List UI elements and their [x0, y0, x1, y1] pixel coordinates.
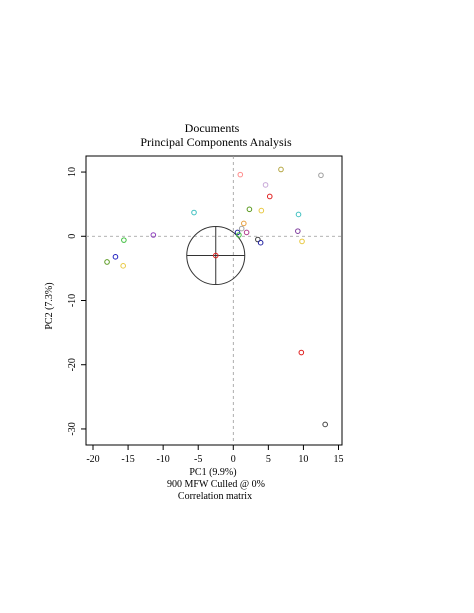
x-tick-label: -5 [194, 454, 202, 465]
data-point [238, 225, 245, 232]
y-tick-label: 10 [67, 167, 78, 177]
data-point [299, 238, 305, 245]
y-axis-label: PC2 (7.3%) [44, 282, 55, 329]
data-point [295, 211, 302, 218]
x-axis-label: PC1 (9.9%) [189, 467, 236, 478]
data-point [237, 171, 244, 178]
x-tick-label: -20 [86, 454, 99, 465]
data-point [278, 166, 284, 173]
y-tick-label: -30 [67, 422, 78, 435]
chart-subtitle: Principal Components Analysis [140, 135, 292, 149]
data-point [112, 254, 119, 260]
y-axis: -30 -20 -10 0 10 [67, 167, 86, 436]
y-tick-label: -10 [67, 294, 78, 307]
centroid-marker [186, 226, 246, 286]
data-point [255, 236, 261, 243]
x-tick-label: -10 [156, 454, 169, 465]
chart-title: Documents [185, 121, 240, 135]
zero-reference-lines [86, 156, 342, 445]
data-point [104, 259, 110, 265]
data-point [121, 237, 127, 243]
data-points [104, 166, 328, 428]
data-point [318, 172, 324, 179]
data-point [298, 349, 305, 356]
data-point [236, 232, 242, 238]
caption-line-1: 900 MFW Culled @ 0% [167, 479, 265, 490]
data-point [120, 263, 126, 269]
data-point [322, 421, 328, 428]
data-point [258, 207, 265, 214]
data-point [243, 229, 250, 236]
x-tick-label: 10 [298, 454, 308, 465]
x-tick-label: 15 [333, 454, 343, 465]
data-point [295, 228, 301, 234]
y-tick-label: 0 [67, 234, 78, 239]
caption-line-2: Correlation matrix [178, 491, 252, 502]
x-tick-label: -15 [121, 454, 134, 465]
data-point [212, 252, 219, 259]
x-axis: -20 -15 -10 -5 0 5 10 15 [86, 445, 343, 465]
data-point [246, 206, 253, 213]
data-point [262, 182, 269, 188]
data-point [191, 209, 197, 216]
data-point [241, 220, 247, 227]
data-point [266, 193, 273, 200]
x-tick-label: 0 [231, 454, 236, 465]
y-tick-label: -20 [67, 358, 78, 371]
data-point [150, 232, 157, 238]
plot-frame [85, 155, 343, 446]
x-tick-label: 5 [266, 454, 271, 465]
data-point [257, 239, 264, 246]
